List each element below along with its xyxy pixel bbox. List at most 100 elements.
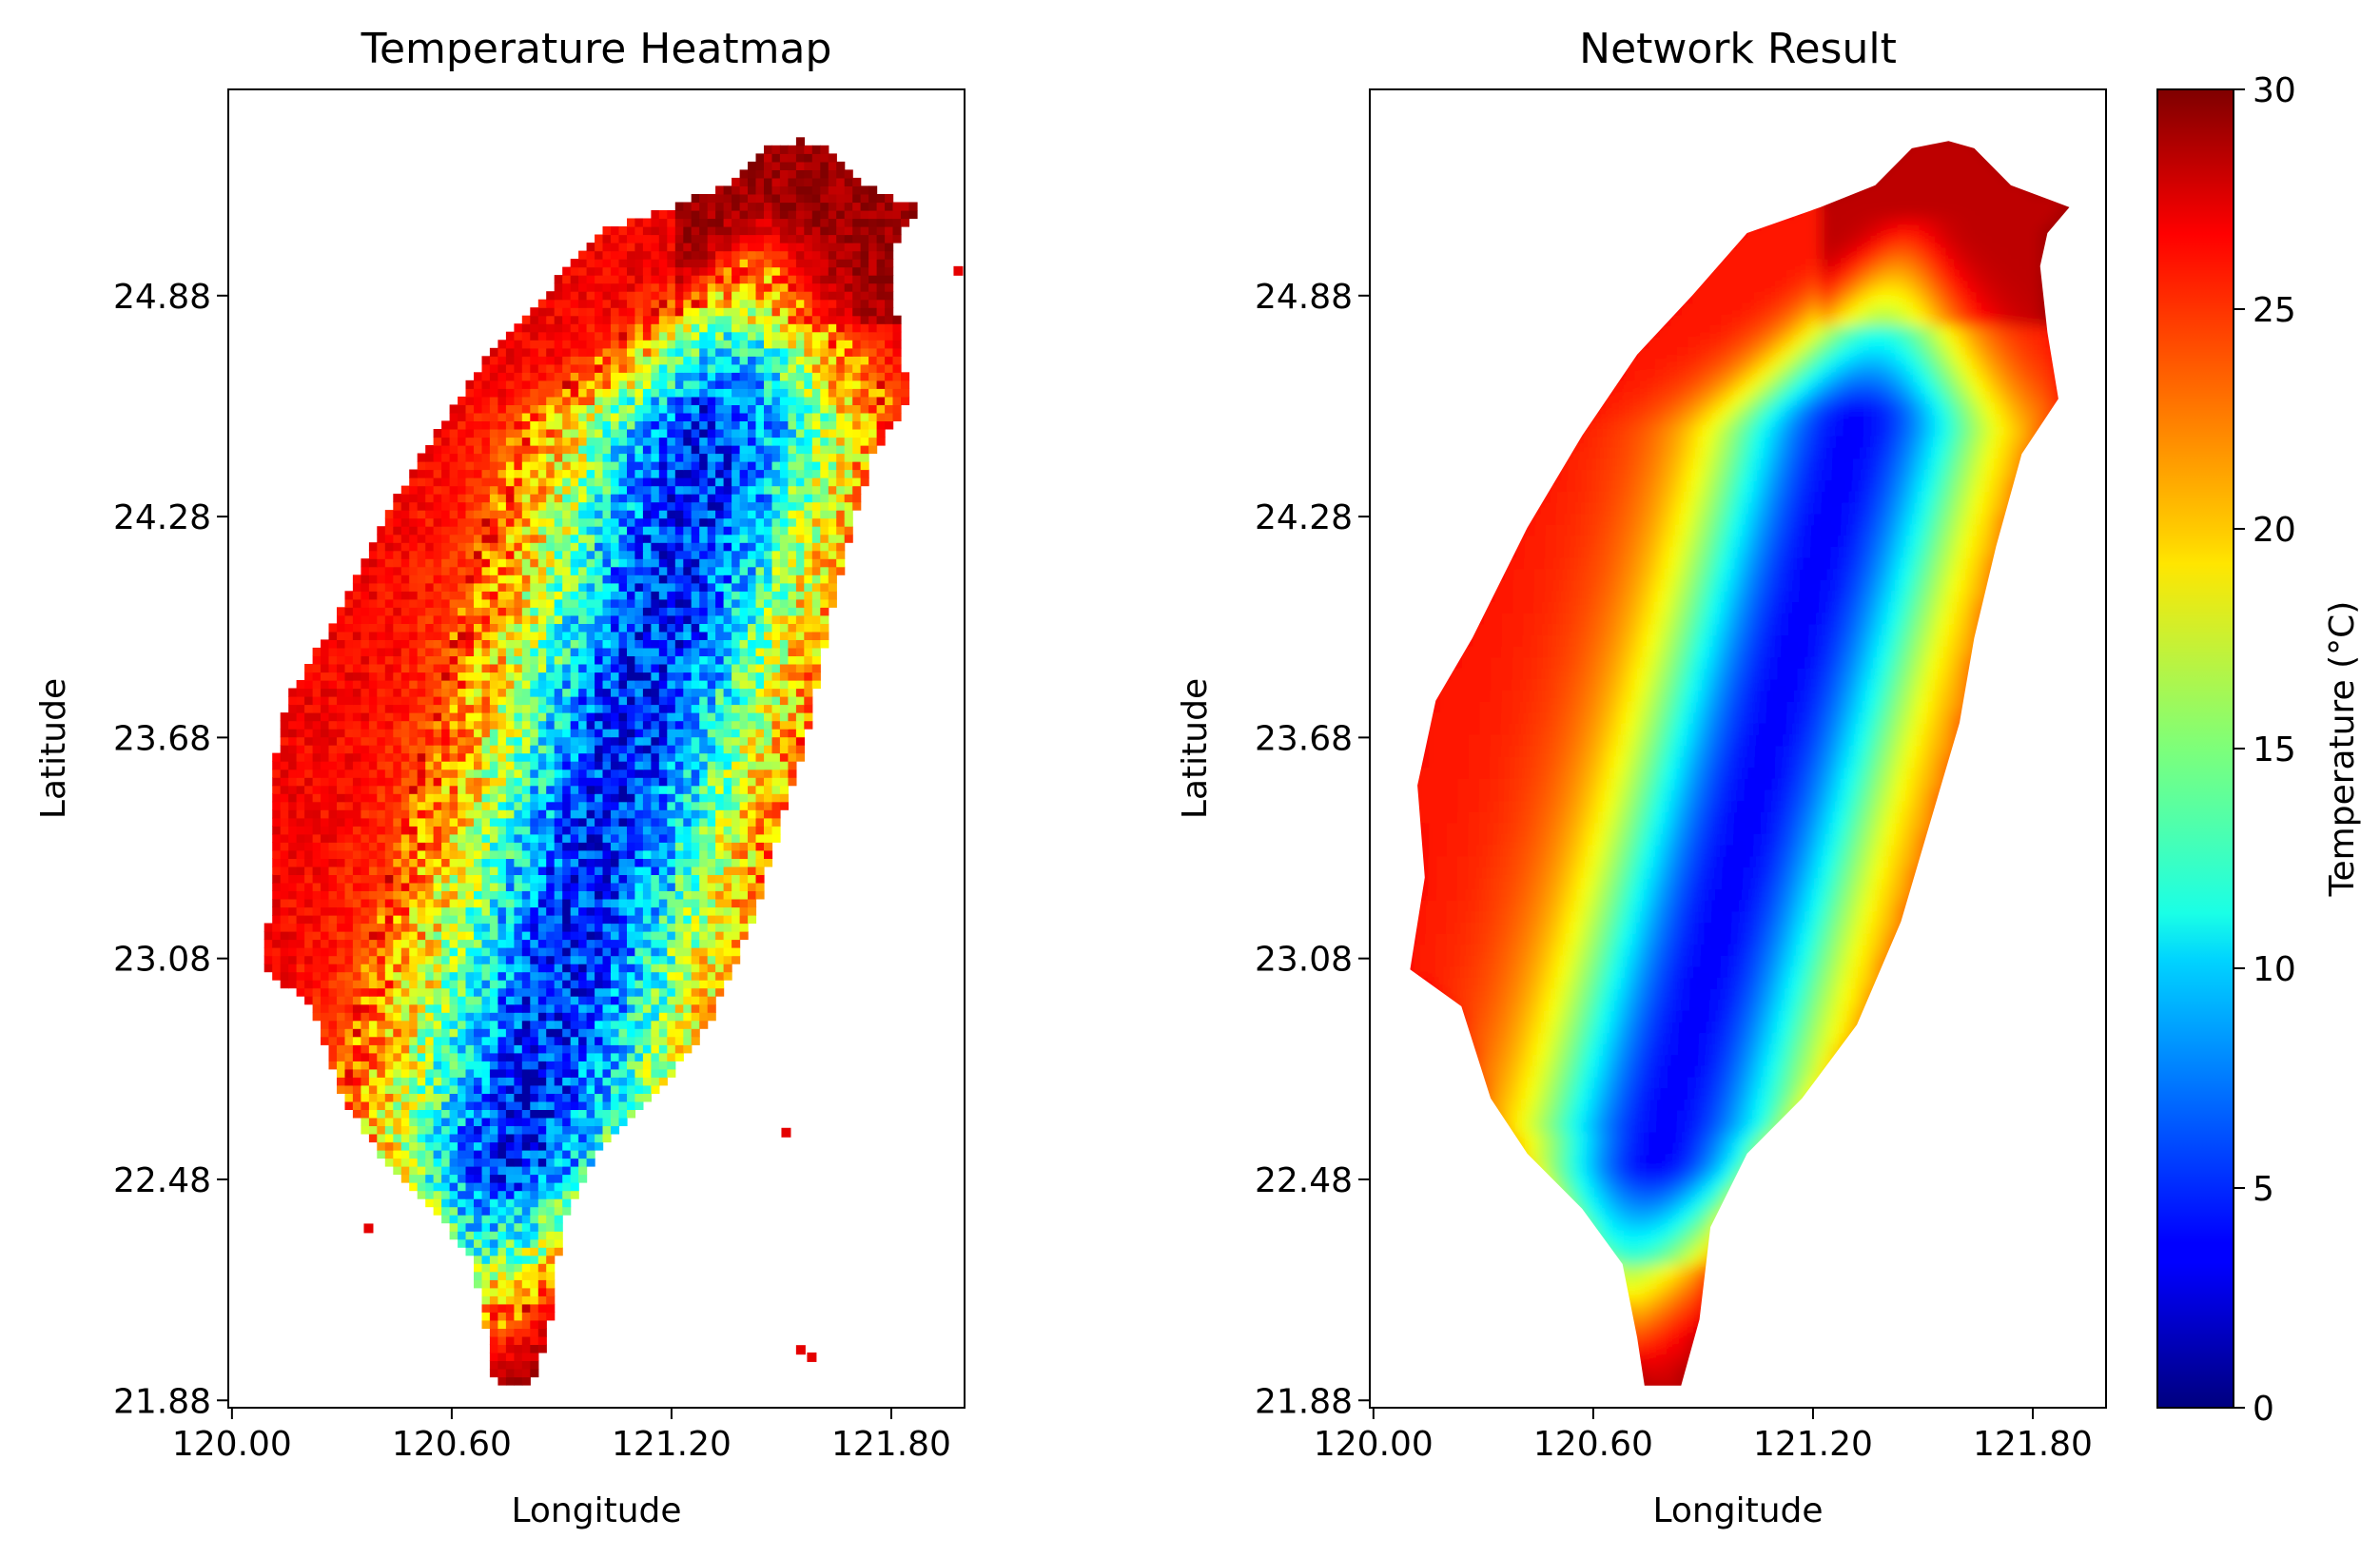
heatmap-cell (425, 1125, 435, 1135)
heatmap-cell (368, 736, 378, 746)
heatmap-cell (514, 526, 523, 536)
heatmap-cell (642, 1003, 652, 1013)
heatmap-cell (441, 631, 451, 640)
heatmap-cell (554, 842, 563, 851)
heatmap-cell (788, 566, 797, 575)
heatmap-cell (804, 672, 813, 681)
heatmap-cell (361, 809, 370, 819)
heatmap-cell (337, 1028, 346, 1038)
heatmap-cell (651, 672, 660, 681)
heatmap-cell (611, 964, 620, 973)
heatmap-cell (674, 826, 684, 835)
heatmap-cell (465, 1231, 475, 1240)
heatmap-cell (788, 542, 797, 552)
heatmap-cell (417, 915, 426, 925)
heatmap-cell (707, 647, 716, 656)
heatmap-cell (321, 947, 330, 957)
heatmap-cell (667, 517, 676, 527)
heatmap-cell (595, 1093, 604, 1102)
heatmap-cell (658, 785, 668, 794)
heatmap-cell (699, 1003, 709, 1013)
heatmap-cell (595, 987, 604, 997)
heatmap-cell (393, 971, 402, 981)
heatmap-cell (562, 647, 572, 656)
heatmap-cell (537, 1061, 547, 1070)
heatmap-cell (352, 842, 361, 851)
heatmap-cell (748, 793, 757, 803)
heatmap-cell (748, 623, 757, 633)
heatmap-cell (393, 980, 402, 989)
heatmap-cell (627, 826, 636, 835)
heatmap-cell (393, 964, 402, 973)
heatmap-cell (417, 517, 426, 527)
heatmap-cell (618, 1020, 628, 1029)
heatmap-cell (417, 923, 426, 932)
heatmap-cell (489, 882, 498, 891)
heatmap-cell (739, 655, 749, 665)
heatmap-cell (618, 769, 628, 778)
heatmap-cell (771, 582, 781, 592)
heatmap-cell (683, 809, 693, 819)
heatmap-cell (497, 1335, 507, 1345)
heatmap-cell (586, 785, 595, 794)
heatmap-cell (433, 1206, 442, 1216)
heatmap-cell (377, 964, 386, 973)
heatmap-cell (562, 1028, 572, 1038)
heatmap-cell (723, 817, 732, 827)
heatmap-cell (441, 1198, 451, 1208)
heatmap-cell (400, 752, 410, 762)
heatmap-cell (771, 664, 781, 673)
heatmap-cell (505, 712, 515, 722)
heatmap-cell (683, 575, 693, 584)
heatmap-cell (658, 809, 668, 819)
heatmap-cell (514, 582, 523, 592)
heatmap-cell (361, 712, 370, 722)
heatmap-cell (602, 614, 612, 624)
heatmap-cell (514, 485, 523, 495)
heatmap-cell (417, 1100, 426, 1110)
heatmap-cell (280, 801, 289, 810)
heatmap-cell (425, 842, 435, 851)
heatmap-cell (820, 623, 829, 633)
heatmap-cell (521, 1238, 531, 1248)
heatmap-cell (312, 939, 322, 948)
heatmap-cell (530, 720, 539, 730)
heatmap-cell (578, 842, 588, 851)
heatmap-cell (474, 980, 483, 989)
heatmap-cell (627, 655, 636, 665)
heatmap-cell (409, 793, 419, 803)
heatmap-cell (337, 899, 346, 908)
heatmap-cell (449, 1068, 458, 1078)
heatmap-cell (674, 882, 684, 891)
heatmap-cell (474, 785, 483, 794)
heatmap-cell (280, 866, 289, 875)
heatmap-cell (602, 672, 612, 681)
heatmap-cell (481, 1093, 491, 1102)
heatmap-cell (417, 655, 426, 665)
heatmap-cell (521, 566, 531, 575)
heatmap-cell (732, 931, 741, 941)
heatmap-cell (570, 647, 579, 656)
heatmap-cell (474, 575, 483, 584)
heatmap-cell (683, 793, 693, 803)
heatmap-cell (481, 1084, 491, 1094)
heatmap-cell (578, 1158, 588, 1167)
heatmap-cell (441, 1100, 451, 1110)
heatmap-cell (433, 566, 442, 575)
heatmap-cell (642, 761, 652, 770)
heatmap-cell (732, 526, 741, 536)
heatmap-cell (505, 1068, 515, 1078)
heatmap-cell (707, 939, 716, 948)
heatmap-cell (595, 915, 604, 925)
heatmap-cell (368, 720, 378, 730)
heatmap-cell (465, 582, 475, 592)
heatmap-cell (458, 598, 467, 608)
heatmap-cell (771, 809, 781, 819)
heatmap-cell (514, 1166, 523, 1176)
heatmap-cell (562, 1174, 572, 1183)
heatmap-cell (683, 971, 693, 981)
heatmap-cell (586, 980, 595, 989)
heatmap-cell (811, 558, 821, 568)
heatmap-cell (642, 1084, 652, 1094)
heatmap-cell (481, 1068, 491, 1078)
